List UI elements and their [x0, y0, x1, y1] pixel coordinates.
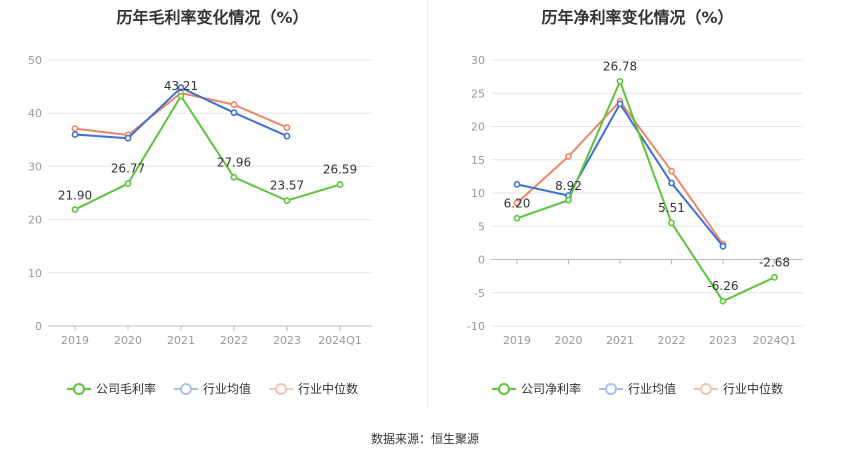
x-tick-label: 2019 — [503, 334, 531, 347]
data-point — [565, 153, 572, 160]
data-label: 21.90 — [58, 188, 92, 202]
x-tick-label: 2023 — [273, 334, 301, 347]
x-tick-label: 2020 — [555, 334, 583, 347]
data-label: 5.51 — [658, 201, 685, 215]
x-tick-label: 2023 — [709, 334, 737, 347]
data-label: 26.78 — [603, 59, 637, 73]
series-line — [516, 99, 724, 245]
data-label: 26.59 — [323, 163, 357, 177]
legend-item-company[interactable]: 公司毛利率 — [66, 380, 156, 397]
legend-marker-icon — [173, 382, 198, 395]
legend-marker-icon — [66, 382, 91, 395]
data-point — [283, 124, 291, 131]
legend-marker-icon — [694, 382, 718, 395]
legend-item-industry-median[interactable]: 行业中位数 — [269, 380, 358, 397]
chart-title: 历年毛利率变化情况（%） — [116, 8, 309, 27]
x-tick-label: 2019 — [61, 334, 89, 347]
y-tick-label: -10 — [467, 320, 485, 333]
legend-marker-icon — [598, 382, 623, 395]
legend-marker-icon — [269, 382, 293, 395]
legend-marker-icon — [491, 382, 516, 395]
data-label: 26.77 — [111, 162, 145, 176]
data-point — [616, 100, 624, 108]
y-tick-label: 20 — [28, 214, 42, 227]
y-tick-label: 10 — [471, 187, 485, 200]
legend: 公司毛利率 行业均值 行业中位数 — [0, 380, 425, 397]
legend-item-company[interactable]: 公司净利率 — [491, 380, 581, 397]
gross-margin-chart: 0 10 20 30 40 50 2019 2020 2021 2022 2023 2024Q1 21.… — [28, 54, 372, 347]
legend-label: 行业中位数 — [723, 382, 784, 396]
data-point — [336, 181, 344, 188]
legend-label: 行业均值 — [627, 382, 676, 396]
data-label: -2.68 — [759, 255, 790, 269]
data-point — [668, 219, 675, 227]
data-point — [230, 109, 238, 117]
y-tick-label: -5 — [474, 287, 485, 300]
legend-label: 公司净利率 — [520, 382, 581, 396]
y-tick-label: 0 — [35, 320, 42, 333]
data-point — [513, 180, 521, 188]
data-point — [513, 199, 521, 207]
data-label: 43.21 — [164, 79, 198, 93]
y-tick-label: 15 — [471, 154, 485, 167]
gross-margin-panel: 历年毛利率变化情况（%） 0 10 20 30 40 50 2019 2020 2021 2022… — [0, 0, 425, 410]
x-tick-label: 2024Q1 — [753, 334, 797, 347]
data-point — [513, 214, 521, 222]
x-tick-label: 2020 — [114, 334, 142, 347]
legend: 公司净利率 行业均值 行业中位数 — [425, 380, 850, 397]
y-tick-label: 5 — [478, 220, 485, 233]
data-point — [177, 84, 185, 92]
data-point — [668, 167, 675, 175]
data-point — [283, 132, 291, 140]
data-point — [71, 125, 79, 133]
series-line — [516, 78, 775, 303]
legend-label: 行业中位数 — [298, 382, 359, 396]
x-tick-label: 2021 — [167, 334, 195, 347]
data-label: -6.26 — [707, 279, 738, 293]
y-tick-label: 25 — [471, 87, 485, 100]
data-label: 6.20 — [504, 196, 531, 210]
chart-title: 历年净利率变化情况（%） — [541, 8, 734, 27]
data-point — [71, 206, 79, 213]
panel-divider — [427, 0, 428, 410]
data-source: 数据来源：恒生聚源 — [370, 432, 479, 446]
net-margin-chart: -10 -5 0 5 10 15 20 25 30 2019 2020 2021 2022 2023 202… — [467, 54, 803, 347]
data-point — [283, 197, 291, 205]
data-point — [616, 78, 624, 85]
data-point — [565, 196, 572, 204]
y-tick-label: 0 — [478, 254, 485, 267]
y-tick-label: 40 — [28, 107, 42, 120]
data-point — [124, 180, 132, 187]
data-point — [230, 101, 238, 109]
data-point — [771, 273, 778, 281]
legend-item-industry-avg[interactable]: 行业均值 — [173, 380, 251, 397]
data-point — [177, 92, 185, 100]
series-line — [74, 94, 341, 211]
data-point — [668, 179, 675, 187]
legend-item-industry-median[interactable]: 行业中位数 — [694, 380, 783, 397]
data-label: 23.57 — [270, 179, 304, 193]
y-tick-label: 50 — [28, 54, 42, 67]
y-tick-label: 30 — [471, 54, 485, 67]
x-tick-label: 2022 — [220, 334, 248, 347]
legend-label: 行业均值 — [202, 382, 251, 396]
data-point — [230, 173, 238, 181]
data-point — [719, 297, 727, 305]
x-tick-label: 2021 — [606, 334, 634, 347]
y-tick-label: 10 — [28, 267, 42, 280]
net-margin-panel: 历年净利率变化情况（%） -10 -5 0 5 10 15 20 25 30 2019 2020 20… — [425, 0, 850, 410]
data-label: 8.92 — [555, 179, 582, 193]
legend-item-industry-avg[interactable]: 行业均值 — [598, 380, 676, 397]
data-point — [719, 242, 727, 250]
legend-label: 公司毛利率 — [95, 382, 156, 396]
data-point — [71, 131, 79, 138]
y-tick-label: 20 — [471, 121, 485, 134]
x-tick-label: 2022 — [658, 334, 686, 347]
y-tick-label: 30 — [28, 160, 42, 173]
data-label: 27.96 — [217, 155, 251, 169]
x-tick-label: 2024Q1 — [318, 334, 362, 347]
data-point — [124, 134, 132, 142]
